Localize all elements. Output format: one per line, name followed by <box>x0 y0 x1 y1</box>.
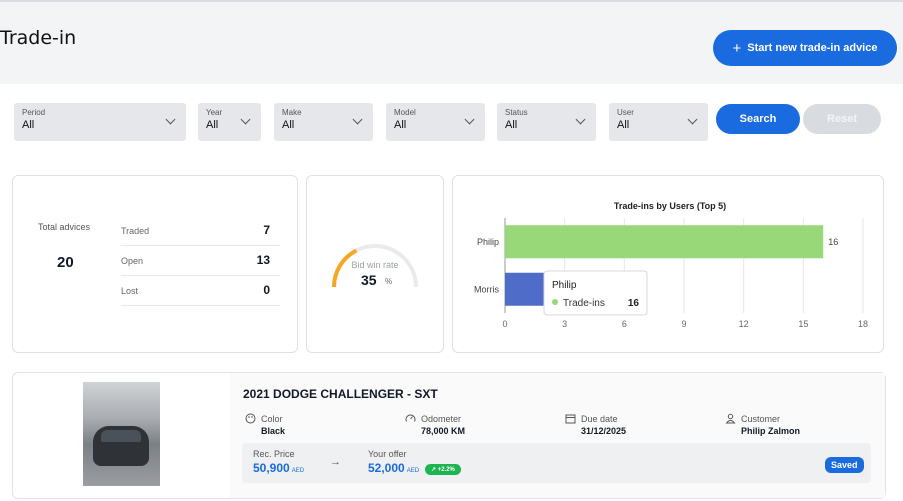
spec-due-date: Due date 31/12/2025 <box>565 413 626 436</box>
filter-period[interactable]: Period All <box>14 103 186 141</box>
stat-value: 7 <box>263 223 270 237</box>
spec-value: Philip Zalmon <box>741 426 801 436</box>
top-divider <box>0 0 903 2</box>
filter-make[interactable]: Make All <box>274 103 373 141</box>
your-offer-label: Your offer <box>368 449 407 459</box>
gauge-label: Bid win rate <box>351 260 399 270</box>
filter-label: User <box>617 108 634 117</box>
filter-label: Make <box>282 108 302 117</box>
gauge-fill <box>332 248 358 288</box>
your-offer-amount: 52,000 <box>368 461 405 475</box>
x-tick-label: 12 <box>739 319 749 329</box>
filter-value: All <box>282 119 295 131</box>
stat-row-lost: Lost 0 <box>121 276 280 306</box>
stat-row-open: Open 13 <box>121 246 280 276</box>
total-advices-value: 20 <box>57 254 74 271</box>
filter-label: Period <box>22 108 46 117</box>
filter-value: All <box>206 119 219 131</box>
tooltip-series: Trade-ins <box>563 298 605 309</box>
filter-value: All <box>505 119 518 131</box>
y-tick-label: Morris <box>474 284 499 294</box>
x-tick-label: 6 <box>622 319 627 329</box>
start-button-label: Start new trade-in advice <box>747 42 878 54</box>
stat-label: Open <box>121 256 144 266</box>
palette-icon <box>245 413 256 424</box>
vehicle-info: 2021 DODGE CHALLENGER - SXT Color Black … <box>230 373 885 498</box>
y-tick-label: Philip <box>477 237 499 247</box>
spec-label: Due date <box>581 413 618 424</box>
person-icon <box>725 413 736 424</box>
spec-value: Black <box>261 426 286 436</box>
tooltip-value: 16 <box>628 298 640 309</box>
filter-label: Year <box>206 108 223 117</box>
tooltip-box <box>543 270 648 316</box>
gauge-svg <box>332 244 418 288</box>
total-advices-label: Total advices <box>38 222 91 232</box>
tooltip-marker <box>552 299 558 305</box>
bid-win-rate-card: Bid win rate 35 % <box>306 175 444 353</box>
rec-price-label: Rec. Price <box>253 449 295 459</box>
filter-label: Status <box>505 108 528 117</box>
vehicle-card[interactable]: 2021 DODGE CHALLENGER - SXT Color Black … <box>12 372 886 499</box>
chart-svg: Trade-ins by Users (Top 5) 0 3 6 9 12 15 18 Phil… <box>474 201 868 329</box>
x-tick-label: 18 <box>858 319 868 329</box>
car-photo <box>83 382 160 486</box>
currency-label: AED <box>291 468 305 474</box>
filter-model[interactable]: Model All <box>386 103 485 141</box>
filter-user[interactable]: User All <box>609 103 708 141</box>
page-title: Trade-in <box>0 27 77 49</box>
spec-label: Odometer <box>421 413 462 424</box>
calendar-icon <box>565 414 576 424</box>
car-windshield <box>101 430 141 442</box>
x-tick-label: 15 <box>798 319 808 329</box>
stat-label: Traded <box>121 226 150 236</box>
tooltip-title: Philip <box>552 280 577 291</box>
stat-row-traded: Traded 7 <box>121 216 280 246</box>
your-offer-value: 52,000 AED <box>368 461 419 475</box>
gauge-value: 35 <box>361 272 377 288</box>
filter-label: Model <box>394 108 416 117</box>
spec-label: Customer <box>741 413 781 424</box>
arrow-right-icon: → <box>330 456 341 468</box>
x-tick-label: 9 <box>681 319 686 329</box>
stat-value: 13 <box>256 253 270 267</box>
rec-price-amount: 50,900 <box>253 461 290 475</box>
data-label: 16 <box>828 237 838 247</box>
change-badge-value: +2.2% <box>437 467 455 473</box>
filter-value: All <box>394 119 407 131</box>
chart-title: Trade-ins by Users (Top 5) <box>614 201 726 211</box>
trade-ins-chart-card: Trade-ins by Users (Top 5) 0 3 6 9 12 15 18 Phil… <box>452 175 884 353</box>
reset-button[interactable]: Reset <box>803 104 881 134</box>
bar <box>505 225 824 259</box>
filter-value: All <box>22 119 35 131</box>
spec-label: Color <box>261 413 283 424</box>
price-bar: Rec. Price 50,900 AED → Your offer 52,000… <box>242 443 871 483</box>
stat-label: Lost <box>121 286 139 296</box>
spec-odometer: Odometer 78,000 KM <box>405 413 465 436</box>
spec-color: Color Black <box>245 413 285 436</box>
bar <box>505 272 545 306</box>
summary-card: Total advices 20 Traded 7 Open 13 Lost 0 <box>12 175 298 353</box>
x-tick-label: 3 <box>562 319 567 329</box>
spec-value: 31/12/2025 <box>581 426 627 436</box>
spec-value: 78,000 KM <box>421 426 466 436</box>
speedometer-icon <box>405 414 416 422</box>
filter-value: All <box>617 119 630 131</box>
spec-customer: Customer Philip Zalmon <box>725 413 800 436</box>
currency-label: AED <box>406 468 420 474</box>
plus-icon: + <box>732 39 742 57</box>
vehicle-title: 2021 DODGE CHALLENGER - SXT <box>243 387 438 401</box>
change-badge: ↗ +2.2% <box>425 464 461 475</box>
filter-status[interactable]: Status All <box>497 103 596 141</box>
rec-price-value: 50,900 AED <box>253 461 304 475</box>
search-button[interactable]: Search <box>716 104 800 134</box>
start-new-trade-in-button[interactable]: + Start new trade-in advice <box>713 30 897 66</box>
x-tick-label: 0 <box>502 319 507 329</box>
filter-year[interactable]: Year All <box>198 103 261 141</box>
gauge-unit: % <box>385 277 393 286</box>
stat-value: 0 <box>263 283 270 297</box>
status-badge: Saved <box>825 457 864 473</box>
